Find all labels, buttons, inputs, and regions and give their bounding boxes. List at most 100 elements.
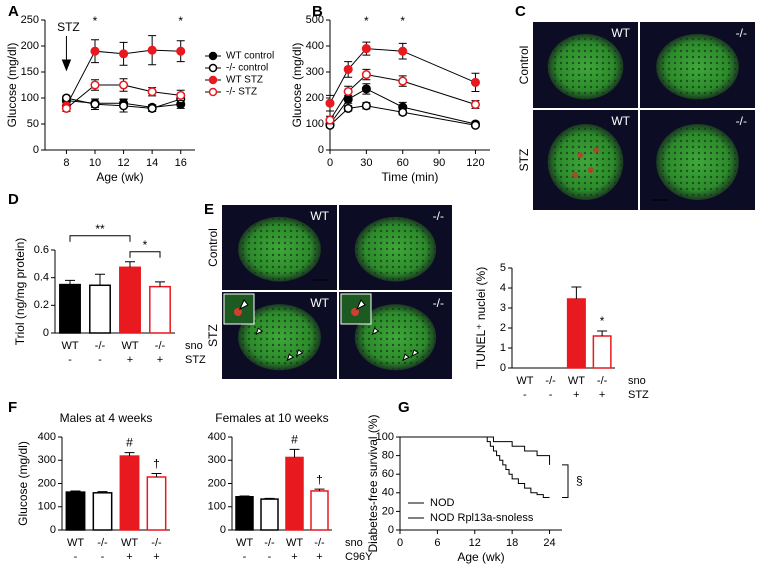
marker [343, 64, 353, 74]
marker [325, 98, 335, 108]
y-tick-label: 400 [306, 40, 324, 52]
bar [119, 455, 140, 531]
panel-letter: F [8, 399, 17, 416]
x-tick-label: -/- [151, 537, 162, 549]
row-label: STZ [206, 324, 220, 347]
bar [310, 490, 329, 531]
bar [119, 266, 141, 334]
chart-title: Males at 4 weeks [60, 411, 153, 425]
bar [285, 456, 304, 531]
legend-label: -/- control [226, 63, 268, 74]
x-axis-label: Age (wk) [96, 170, 143, 184]
legend-marker [208, 75, 218, 85]
y-axis-label: Glucose (mg/dl) [5, 43, 19, 128]
marker [147, 45, 157, 55]
y-axis-label: Glucose (mg/dl) [16, 441, 30, 526]
image-label: -/- [736, 26, 747, 40]
x-tick-label: WT [61, 340, 78, 352]
marker [176, 90, 186, 100]
x-tick-label: 12 [469, 537, 481, 549]
inset-arrow [238, 299, 249, 311]
significance-label: * [143, 238, 148, 252]
arrowhead [411, 349, 420, 357]
row-name: C96Y [345, 551, 373, 563]
annotation: * [93, 14, 98, 28]
marker [119, 49, 129, 59]
x-tick-label: WT [67, 537, 84, 549]
y-tick-label: 3 [500, 302, 506, 314]
y-tick-label: 500 [306, 14, 324, 26]
row-name: STZ [185, 354, 206, 366]
error-bar [239, 495, 250, 497]
significance-label: ** [95, 222, 105, 236]
y-tick-label: 0.4 [34, 272, 49, 284]
y-tick-label: 0 [43, 327, 49, 339]
bar [149, 285, 171, 334]
red-signal [577, 152, 584, 158]
marker [147, 87, 157, 97]
group-label: + [291, 551, 297, 563]
marker [61, 103, 71, 113]
x-tick-label: 6 [434, 537, 440, 549]
row-label: STZ [517, 149, 531, 172]
x-tick-label: -/- [314, 537, 325, 549]
panel-letter: C [515, 3, 526, 20]
error-bar [125, 261, 135, 268]
y-tick-label: 0 [50, 524, 56, 536]
annotation: * [364, 14, 369, 28]
bar [92, 492, 113, 531]
y-tick-label: 100 [376, 431, 394, 443]
error-bar [597, 330, 608, 336]
arrowhead [286, 353, 295, 362]
error-bar [289, 448, 300, 458]
marker [361, 84, 371, 94]
x-axis-label: Age (wk) [457, 550, 504, 564]
x-tick-label: -/- [97, 537, 108, 549]
panel-letter: A [8, 3, 19, 20]
group-label: - [549, 389, 553, 401]
y-tick-label: 1 [500, 342, 506, 354]
bracket [562, 464, 569, 498]
y-tick-label: 0 [33, 144, 39, 156]
red-signal [572, 172, 578, 178]
marker [325, 115, 335, 125]
y-tick-label: 0 [388, 524, 394, 536]
x-tick-label: WT [568, 375, 585, 387]
x-tick-label: 120 [466, 157, 484, 169]
x-tick-label: 12 [117, 157, 129, 169]
x-tick-label: 16 [175, 157, 187, 169]
inset-nucleus [351, 308, 359, 316]
row-name: STZ [628, 389, 649, 401]
y-tick-label: 4 [500, 282, 506, 294]
annotation: # [126, 436, 133, 450]
annotation: † [153, 457, 160, 471]
y-tick-label: 200 [208, 477, 226, 489]
marker [176, 46, 186, 56]
marker [361, 44, 371, 54]
x-tick-label: 0 [327, 157, 333, 169]
panel-letter: D [8, 191, 19, 208]
x-tick-label: -/- [545, 375, 556, 387]
marker [398, 46, 408, 56]
marker [343, 86, 353, 97]
inset-arrow [355, 299, 366, 311]
group-label: + [157, 354, 163, 366]
y-tick-label: 300 [306, 66, 324, 78]
group-label: - [268, 551, 272, 563]
y-tick-label: 60 [382, 468, 394, 480]
error-bar [95, 273, 105, 286]
legend-label: NOD Rpl13a-snoless [430, 512, 534, 524]
y-tick-label: 100 [208, 501, 226, 513]
legend-label: NOD [430, 497, 455, 509]
marker [470, 77, 481, 87]
y-axis-label: TUNEL⁺ nuclei (%) [474, 267, 488, 369]
x-tick-label: WT [516, 375, 533, 387]
bar [235, 496, 254, 531]
image-label: -/- [433, 296, 444, 310]
row-name: sno [185, 340, 203, 352]
islet-cells [656, 34, 739, 100]
marker [147, 103, 157, 113]
x-tick-label: -/- [264, 537, 275, 549]
marker [398, 107, 408, 117]
